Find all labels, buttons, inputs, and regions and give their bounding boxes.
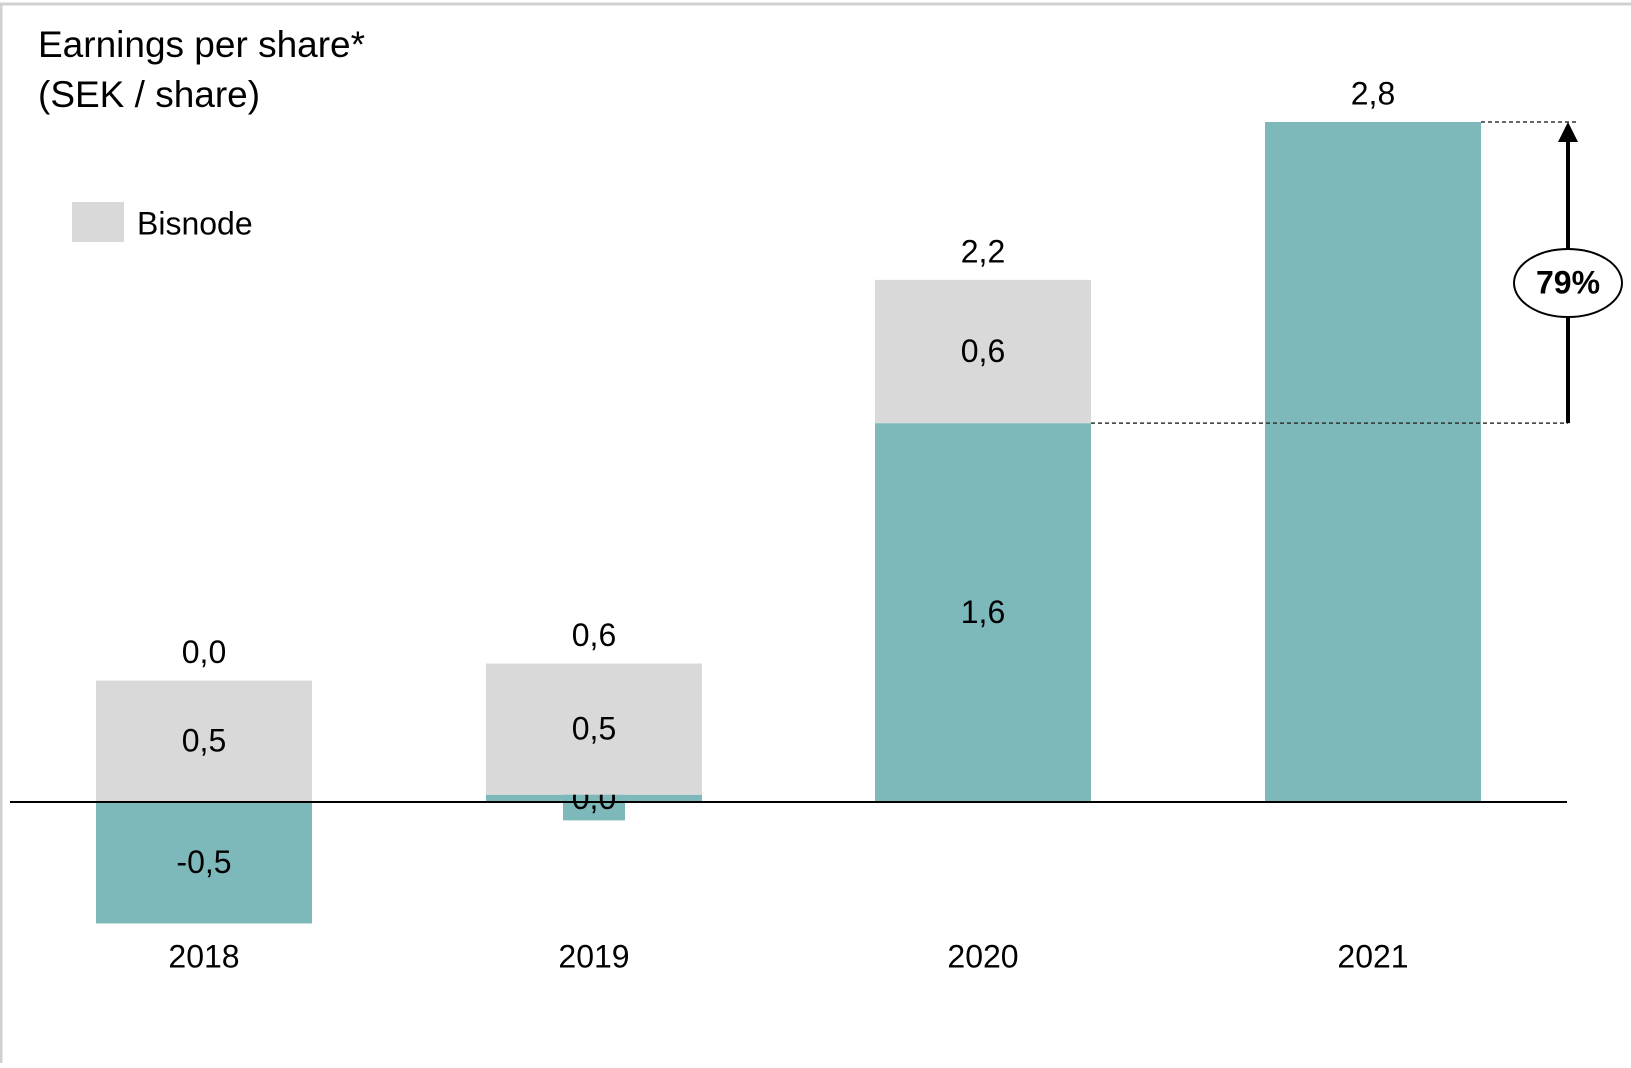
- total-label: 2,8: [1351, 75, 1395, 111]
- value-label: 1,6: [961, 594, 1005, 630]
- chart-subtitle: (SEK / share): [38, 74, 260, 115]
- bar-segment: [875, 279, 1091, 424]
- x-tick-label: 2018: [168, 938, 239, 974]
- bar-segment: [96, 802, 312, 924]
- chart-title: Earnings per share*: [38, 24, 365, 65]
- bar-segment: [486, 663, 702, 795]
- legend-label: Bisnode: [137, 205, 253, 241]
- annotation-oval: [1513, 248, 1623, 318]
- x-tick-label: 2019: [558, 938, 629, 974]
- annotation: 79%: [1536, 264, 1600, 300]
- total-label: 0,6: [572, 617, 616, 653]
- value-label: -0,5: [176, 844, 231, 880]
- legend-swatch: [72, 202, 124, 242]
- value-label: 0,5: [572, 711, 616, 747]
- bar-segment: [1265, 122, 1481, 802]
- bar-segment: [875, 423, 1091, 802]
- arrow-head: [1558, 122, 1578, 142]
- total-label: 2,2: [961, 233, 1005, 269]
- bar-segment: [96, 680, 312, 802]
- value-label: 0,6: [961, 333, 1005, 369]
- x-tick-label: 2021: [1337, 938, 1408, 974]
- x-tick-label: 2020: [947, 938, 1018, 974]
- total-label: 0,0: [182, 634, 226, 670]
- value-label: 0,5: [182, 723, 226, 759]
